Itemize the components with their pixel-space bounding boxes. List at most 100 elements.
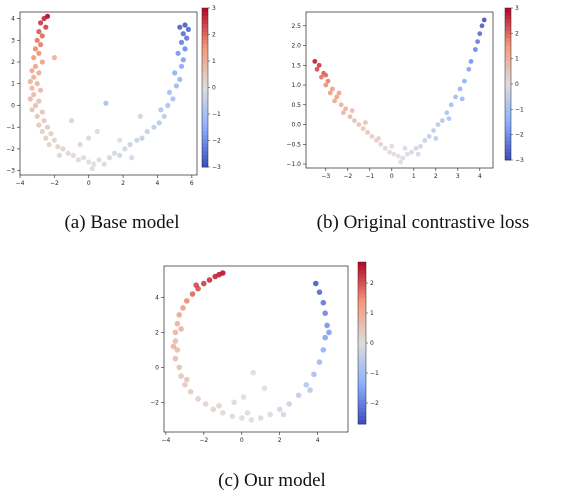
panel-our-model: −4 −2 0 2 4 −2 0 2 4 2 1 0 −1 −2 (150, 261, 379, 444)
colorbar-segment (505, 15, 511, 20)
colorbar-segment (202, 115, 208, 120)
scatter-point (400, 155, 406, 161)
colorbar-segment (358, 419, 366, 425)
scatter-point (402, 145, 408, 151)
colorbar-segment (505, 84, 511, 89)
colorbar-segment (202, 55, 208, 61)
scatter-point (134, 137, 140, 143)
colorbar-segment (202, 67, 208, 73)
colorbar-segment (505, 137, 511, 142)
colorbar-segment (505, 148, 511, 153)
scatter-point (178, 373, 184, 379)
colorbar-tick-label: −1 (370, 370, 379, 377)
scatter-point (257, 415, 264, 421)
y-tick-label: −2 (6, 146, 15, 153)
scatter-point (391, 151, 397, 157)
scatter-point (139, 135, 145, 141)
colorbar-segment (505, 38, 511, 43)
scatter-point (327, 90, 333, 96)
scatter-point (240, 394, 247, 400)
scatter-point (276, 406, 283, 413)
colorbar-segment (358, 399, 366, 405)
scatter-point (184, 298, 190, 304)
scatter-point (182, 22, 188, 28)
colorbar-segment (505, 53, 511, 58)
scatter-point (303, 382, 310, 388)
scatter-point (166, 89, 173, 95)
colorbar-segment (202, 135, 208, 140)
colorbar-segment (202, 87, 208, 92)
scatter-point (319, 74, 324, 80)
colorbar-segment (358, 338, 366, 344)
colorbar-segment (202, 47, 208, 53)
colorbar-segment (358, 298, 366, 303)
scatter-point (440, 118, 445, 123)
scatter-point (32, 102, 39, 109)
y-tick-label: 1.5 (291, 62, 301, 69)
scatter-point (280, 411, 287, 418)
colorbar-segment (358, 318, 366, 324)
scatter-point (106, 155, 112, 161)
scatter-point (34, 37, 40, 43)
colorbar-tick-label: 3 (515, 5, 519, 12)
scatter-point (103, 100, 109, 106)
scatter-point (29, 107, 35, 113)
scatter-point (34, 81, 40, 87)
colorbar-segment (505, 91, 511, 96)
scatter-point (176, 364, 182, 371)
scatter-point (51, 137, 58, 143)
colorbar-segment (505, 106, 511, 111)
scatter-point (323, 72, 329, 78)
scatter-point (129, 155, 135, 161)
scatter-point (360, 126, 366, 131)
colorbar-segment (505, 144, 511, 149)
scatter-point (184, 376, 190, 383)
scatter-point (323, 82, 329, 88)
x-tick-label: 4 (156, 180, 160, 187)
y-tick-label: −1.0 (286, 161, 301, 168)
colorbar-segment (505, 114, 511, 119)
scatter-point (170, 343, 177, 350)
scatter-point (413, 145, 419, 151)
y-tick-label: −3 (6, 168, 15, 175)
scatter-point (172, 338, 179, 344)
colorbar-segment (202, 127, 208, 132)
scatter-point (202, 401, 209, 407)
scatter-point (27, 96, 33, 102)
colorbar-segment (505, 23, 511, 28)
x-tick-label: 2 (121, 180, 125, 187)
scatter-point (369, 134, 375, 139)
colorbar-segment (358, 314, 366, 320)
scatter-point (396, 153, 401, 159)
colorbar-segment (358, 379, 366, 384)
scatter-point (38, 42, 44, 48)
colorbar-segment (202, 11, 208, 17)
scatter-point (250, 369, 256, 376)
colorbar-segment (505, 95, 511, 100)
scatter-point (178, 39, 185, 46)
scatter-point (36, 29, 42, 35)
scatter-point (349, 108, 355, 114)
scatter-point (453, 94, 458, 100)
scatter-point (398, 159, 403, 165)
colorbar-segment (358, 391, 366, 397)
y-tick-label: 3 (11, 37, 15, 44)
scatter-point (176, 312, 182, 318)
scatter-point (341, 110, 346, 116)
colorbar-tick-label: 1 (515, 56, 519, 63)
colorbar-tick-label: 0 (370, 340, 374, 347)
scatter-point (60, 146, 66, 152)
scatter-point (343, 106, 348, 112)
y-tick-label: 2 (11, 59, 15, 66)
colorbar-segment (505, 103, 511, 108)
colorbar-tick-label: 0 (515, 81, 519, 88)
colorbar-segment (505, 133, 511, 138)
colorbar-segment (505, 122, 511, 127)
scatter-point (322, 310, 329, 317)
scatter-point (220, 410, 226, 416)
colorbar-segment (505, 30, 511, 35)
scatter-point (39, 128, 45, 135)
scatter-point (466, 66, 472, 72)
scatter-point (43, 135, 49, 141)
